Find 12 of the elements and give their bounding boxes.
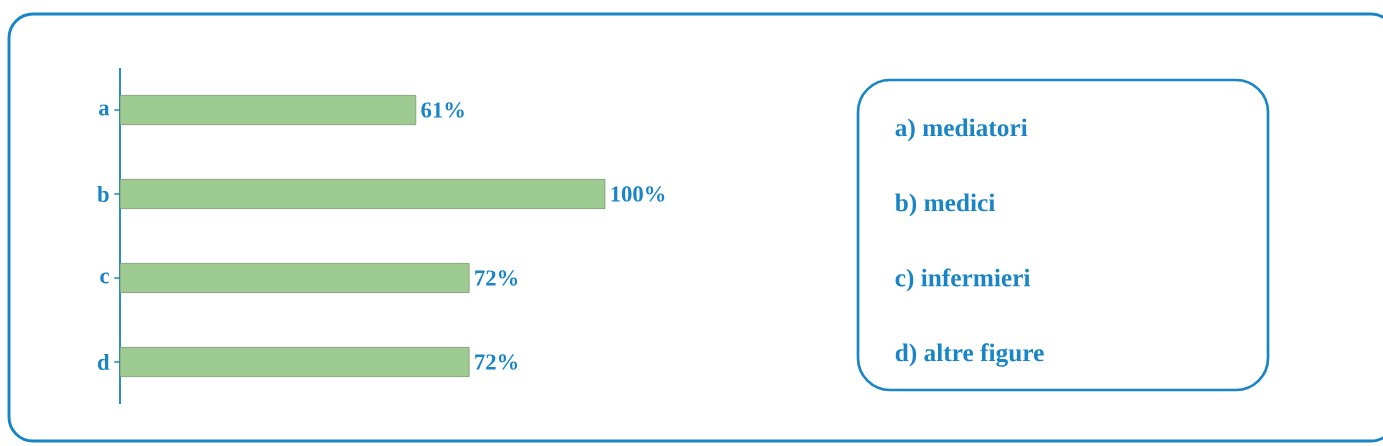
text: b) medici bbox=[895, 193, 995, 217]
data-label: 72% bbox=[475, 354, 518, 370]
text: c) infermieri bbox=[895, 268, 1031, 292]
text: d) altre figure bbox=[895, 343, 1044, 367]
y-tick-label: a bbox=[99, 104, 110, 116]
text: a) mediatori bbox=[895, 118, 1028, 142]
data-label: 100% bbox=[611, 186, 665, 202]
y-tick-label: b bbox=[97, 186, 109, 202]
y-tick-label: d bbox=[97, 354, 110, 370]
data-label: 61% bbox=[421, 102, 464, 118]
y-tick-label: c bbox=[100, 272, 110, 284]
data-label: 72% bbox=[475, 270, 518, 286]
